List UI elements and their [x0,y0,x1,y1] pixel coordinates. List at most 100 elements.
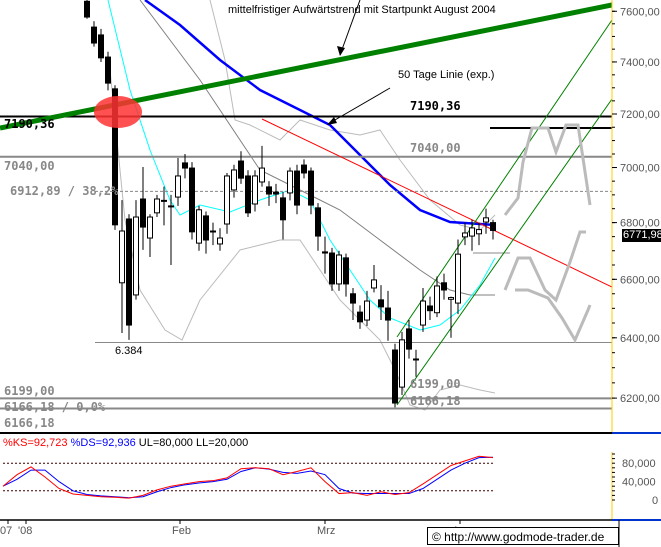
candle [420,287,426,332]
candle [322,236,328,274]
candle-body [343,257,349,285]
candle [133,200,139,300]
stoch-tick-label: 40,000 [622,477,656,489]
x-tick-label: Mrz [317,525,335,537]
candle [273,183,279,204]
candle [119,200,125,334]
candle [98,28,104,62]
candle-body [259,167,265,183]
candle [168,194,174,265]
candle-body [91,26,97,44]
candle-body [329,252,335,285]
candle [189,162,195,240]
level-6166: 6166,18 [410,394,461,408]
candle-body [476,229,482,235]
candle [105,51,111,91]
candle-body [371,279,377,289]
candle-body [385,307,391,321]
candle [280,192,286,240]
candle [91,21,97,47]
candle-body [378,299,384,308]
candle [427,296,433,321]
candle-body [189,167,195,233]
candle [490,219,496,240]
candle [315,203,321,251]
price-tick-label: 7400,00 [620,57,660,69]
level-fib-38: 6912,89 / 38,2% [10,184,119,198]
candle-body [301,164,307,174]
level-fib-0: 6166,18 / 0,0% [4,400,106,414]
projection-path-lower [515,288,592,344]
candle [469,219,475,251]
candle-body [469,227,475,237]
candle [399,331,405,396]
candle [378,285,384,321]
candle [329,247,335,291]
trend-arrow [339,0,361,56]
candle-body [357,311,363,323]
trend-arrow-head [337,46,345,56]
candle-body [140,198,146,228]
candle [434,276,440,318]
candle-body [126,218,132,326]
price-tick-label: 6200,00 [620,393,660,405]
candle [336,250,342,291]
candle-body [175,175,181,198]
candle-body [448,297,454,300]
candle [259,145,265,187]
level-6199-left: 6199,00 [4,384,55,398]
candle [84,0,90,19]
candle-body [168,205,174,208]
candle-body [196,209,202,244]
candle [182,154,188,179]
candle [238,151,244,184]
candle-body [105,56,111,84]
candle [483,208,489,234]
candle [392,343,398,408]
ma50-line [144,0,496,227]
candle-body [133,216,139,296]
highlight-ellipse [94,96,142,128]
candle [385,290,391,341]
price-tick-label: 7200,00 [620,109,660,121]
candle-body [490,222,496,231]
candle [476,222,482,246]
main-panel [0,0,612,411]
candle-body [392,349,398,404]
candle-body [203,215,209,241]
candle [217,228,223,251]
candle-body [84,0,90,18]
candle [357,305,363,329]
level-7190-left: 7190,36 [4,117,55,131]
candle [462,222,468,246]
downtrend-line [261,118,612,288]
bollinger-lower-band [109,69,496,411]
channel-lower-line [396,98,612,406]
candle [175,158,181,206]
projection-path-middle [503,230,586,303]
ma50-annotation: 50 Tage Linie (exp.) [398,69,495,81]
candle-body [280,197,286,221]
ma50-arrow-head [327,117,337,125]
projection-path-upper [503,123,592,216]
candle-body [406,328,412,350]
candle-body [154,198,160,214]
stoch-k-line [2,455,494,499]
candle [448,296,454,338]
candle-body [294,170,300,206]
candle [224,172,230,234]
price-tick-label: 7000,00 [620,163,660,175]
candle [294,164,300,215]
candle [210,222,216,246]
candle [308,167,314,215]
price-tick-label: 6600,00 [620,274,660,286]
candle-body [441,282,447,291]
candle [441,273,447,300]
long-term-trendline [0,2,612,131]
candle [161,186,167,226]
level-7040-right: 7040,00 [410,141,461,155]
copyright-link[interactable]: © http://www.godmode-trader.de [427,527,619,545]
candle [371,264,377,293]
candle-body [238,160,244,179]
